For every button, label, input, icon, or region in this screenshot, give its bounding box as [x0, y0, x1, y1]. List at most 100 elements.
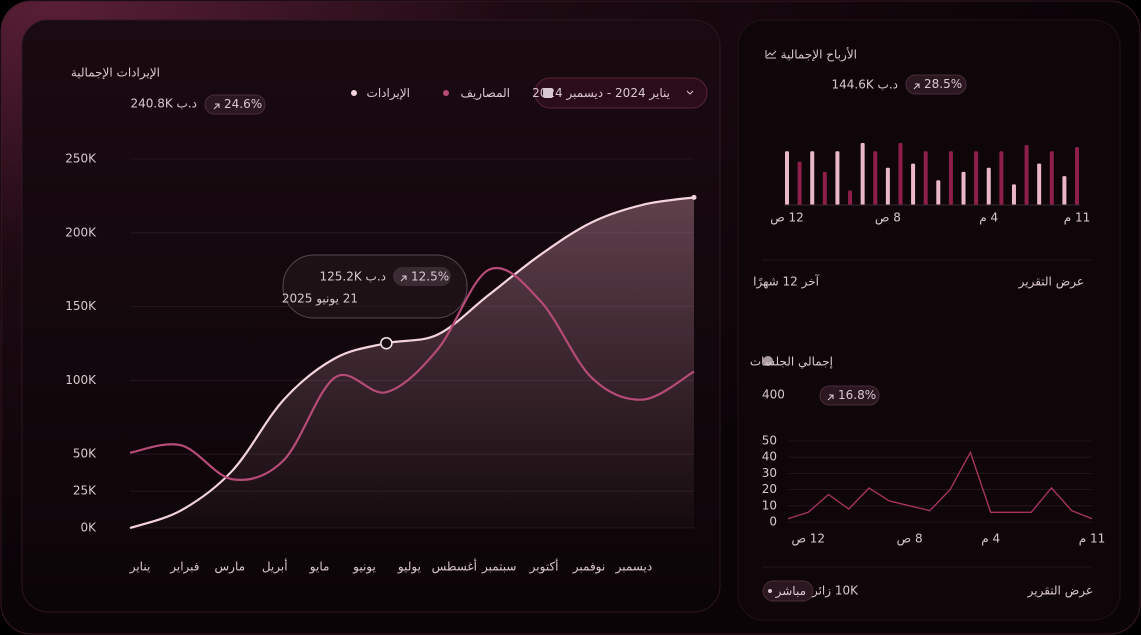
arrow-icon: [827, 394, 834, 401]
bar: [885, 167, 890, 205]
y-tick-label: 0: [769, 515, 777, 529]
y-tick-label: 0K: [80, 521, 97, 535]
x-tick-label: يونيو: [352, 560, 376, 575]
bar: [873, 151, 878, 205]
tooltip: [282, 254, 468, 319]
y-tick-label: 50: [762, 434, 777, 448]
date-filter[interactable]: [534, 77, 708, 109]
bar: [974, 151, 979, 205]
y-tick-label: 250K: [65, 152, 97, 166]
change-badge: [204, 94, 266, 115]
tooltip-change: 12.5%: [411, 270, 449, 284]
change-value: 28.5%: [924, 77, 962, 91]
bar: [848, 190, 853, 205]
y-tick-label: 25K: [73, 484, 97, 498]
y-tick-label: 100K: [65, 373, 97, 387]
bar: [936, 180, 941, 205]
line: [129, 266, 695, 481]
bar: [961, 171, 966, 205]
area-fill: [130, 197, 694, 528]
report-link[interactable]: عرض التقرير: [1027, 584, 1093, 599]
total-amount: د.ب 144.6K: [831, 78, 898, 92]
bar: [1011, 184, 1016, 205]
x-tick-label: يناير: [129, 560, 151, 575]
change-value: 16.8%: [838, 388, 876, 402]
bar: [986, 167, 991, 205]
visitor-count: 10K زائر: [811, 584, 859, 599]
tooltip-badge: [393, 267, 451, 286]
calendar-icon: [543, 88, 553, 98]
x-tick-label: 4 م: [979, 211, 998, 225]
change-badge: [905, 74, 967, 95]
report-link[interactable]: عرض التقرير: [1018, 275, 1084, 290]
bar: [860, 143, 865, 205]
legend-label: المصاريف: [460, 86, 510, 101]
bar: [1062, 176, 1067, 205]
y-tick-label: 200K: [65, 225, 97, 239]
chart-icon: [765, 50, 777, 59]
legend-label: الإيرادات: [367, 86, 410, 101]
x-tick-label: أكتوبر: [529, 559, 559, 575]
bar: [999, 151, 1004, 205]
x-tick-label: أغسطس: [432, 559, 477, 575]
live-dot: [768, 589, 772, 593]
legend: الإيرادات المصاريف: [351, 86, 510, 101]
x-tick-label: 11 م: [1064, 211, 1091, 225]
x-tick-label: 12 ص: [770, 211, 804, 226]
x-tick-label: يوليو: [397, 560, 421, 575]
x-tick-label: 12 ص: [791, 532, 825, 547]
bar: [785, 151, 789, 205]
hover-marker: [380, 336, 393, 350]
legend-swatch: [443, 90, 449, 96]
x-tick-label: مارس: [215, 560, 246, 575]
chevron-icon: [686, 90, 694, 95]
bar: [810, 151, 815, 205]
bar: [1037, 163, 1042, 205]
timer-icon: [763, 356, 773, 366]
bar: [923, 151, 928, 205]
bar: [1024, 145, 1029, 205]
period-label: آخر 12 شهرًا: [753, 274, 819, 290]
line: [787, 450, 1093, 520]
bar: [1075, 147, 1079, 205]
bar: [822, 171, 827, 205]
card-title: إجمالي الجلسات: [750, 355, 833, 369]
arrow-icon: [213, 103, 220, 110]
change-value: 24.6%: [224, 97, 262, 111]
x-tick-label: فبراير: [169, 560, 199, 575]
bar: [948, 151, 953, 205]
total-amount: 400: [762, 388, 785, 402]
y-tick-label: 40: [762, 450, 777, 464]
x-tick-label: 8 ص: [897, 532, 923, 547]
card-title: الإيرادات الإجمالية: [71, 66, 160, 81]
tooltip-amount: د.ب 125.2K: [319, 270, 386, 284]
y-tick-label: 20: [762, 482, 777, 496]
y-tick-label: 30: [762, 466, 777, 480]
x-tick-label: 11 م: [1079, 532, 1106, 546]
y-tick-label: 50K: [73, 447, 97, 461]
bar: [911, 163, 916, 205]
card-title: الأرباح الإجمالية: [781, 47, 857, 63]
line: [129, 196, 695, 530]
bar: [797, 161, 802, 205]
arrow-icon: [400, 275, 407, 282]
bar: [835, 151, 840, 205]
tooltip-date: 21 يونيو 2025: [282, 292, 358, 307]
x-tick-label: ديسمبر: [615, 560, 653, 575]
date-range[interactable]: يناير 2024 - ديسمبر 2024: [532, 86, 670, 101]
arrow-icon: [913, 83, 920, 90]
x-tick-label: أبريل: [262, 559, 288, 575]
live-badge: [762, 580, 814, 602]
bar: [898, 143, 903, 205]
x-tick-label: نوفمبر: [572, 560, 605, 575]
end-dot: [691, 194, 697, 200]
y-tick-label: 10: [762, 498, 777, 512]
bar: [1049, 151, 1054, 205]
legend-swatch: [351, 90, 357, 96]
total-amount: د.ب 240.8K: [130, 97, 197, 111]
live-label: مباشر: [775, 584, 806, 599]
x-tick-label: سبتمبر: [481, 560, 516, 575]
side-panel: [737, 19, 1121, 621]
